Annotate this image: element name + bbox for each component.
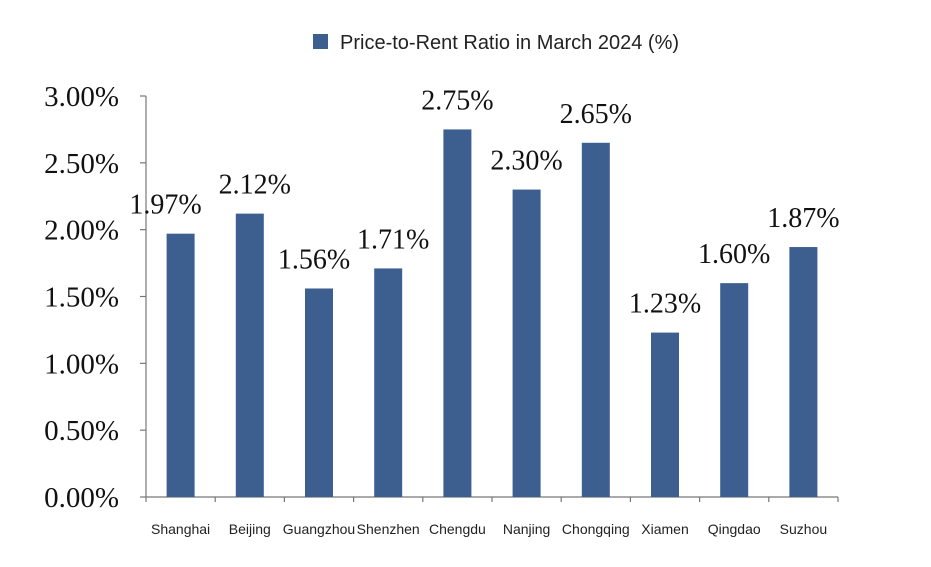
data-label-chongqing: 2.65% — [560, 99, 632, 130]
x-tick-label-guangzhou: Guangzhou — [283, 521, 355, 537]
bar-shenzhen — [374, 268, 403, 497]
x-tick-label-nanjing: Nanjing — [503, 521, 550, 537]
x-tick-label-chongqing: Chongqing — [562, 521, 630, 537]
data-label-guangzhou: 1.56% — [278, 244, 350, 275]
y-tick-label: 2.50% — [44, 148, 119, 180]
y-axis: 3.00% 2.50% 2.00% 1.50% 1.00% 0.50% 0.00% — [44, 81, 147, 514]
bar-chongqing — [581, 142, 610, 498]
legend-swatch — [313, 34, 328, 49]
y-tick-label: 0.50% — [44, 415, 119, 447]
bar-nanjing — [512, 189, 541, 498]
y-tick-label: 1.00% — [44, 348, 119, 380]
x-axis — [145, 496, 839, 502]
y-tick-label: 0.00% — [44, 482, 119, 514]
legend: Price-to-Rent Ratio in March 2024 (%) — [313, 32, 679, 54]
bar-guangzhou — [305, 288, 333, 497]
data-label-xiamen: 1.23% — [629, 289, 701, 320]
bar-chengdu — [443, 129, 472, 497]
x-tick-label-xiamen: Xiamen — [641, 521, 688, 537]
bars — [166, 129, 818, 498]
bar-shanghai — [166, 233, 195, 497]
data-label-shenzhen: 1.71% — [357, 224, 429, 255]
data-label-suzhou: 1.87% — [767, 203, 839, 234]
data-label-qingdao: 1.60% — [698, 239, 770, 270]
data-label-chengdu: 2.75% — [421, 85, 493, 116]
x-tick-label-shanghai: Shanghai — [151, 521, 210, 537]
bar-xiamen — [651, 332, 679, 497]
bar-qingdao — [720, 283, 749, 497]
y-tick-label: 1.50% — [44, 282, 119, 314]
x-tick-label-qingdao: Qingdao — [708, 521, 761, 537]
data-labels: 1.97% 2.12% 1.56%1.71% 2.75% 2.30% 2.65% 1.23%… — [129, 85, 839, 319]
x-tick-label-beijing: Beijing — [229, 521, 271, 537]
data-label-beijing: 2.12% — [219, 170, 291, 201]
data-label-nanjing: 2.30% — [490, 146, 562, 177]
data-label-shanghai: 1.97% — [129, 190, 201, 221]
bar-suzhou — [789, 247, 818, 497]
legend-label: Price-to-Rent Ratio in March 2024 (%) — [340, 32, 679, 54]
bar-beijing — [235, 213, 264, 498]
y-tick-label: 2.00% — [44, 215, 119, 247]
x-tick-labels: Shanghai Beijing Guangzhou Shenzhen Chengdu N… — [151, 521, 827, 537]
x-tick-label-shenzhen: Shenzhen — [357, 521, 420, 537]
y-tick-label: 3.00% — [44, 81, 119, 113]
x-tick-label-chengdu: Chengdu — [429, 521, 486, 537]
x-tick-label-suzhou: Suzhou — [780, 521, 827, 537]
